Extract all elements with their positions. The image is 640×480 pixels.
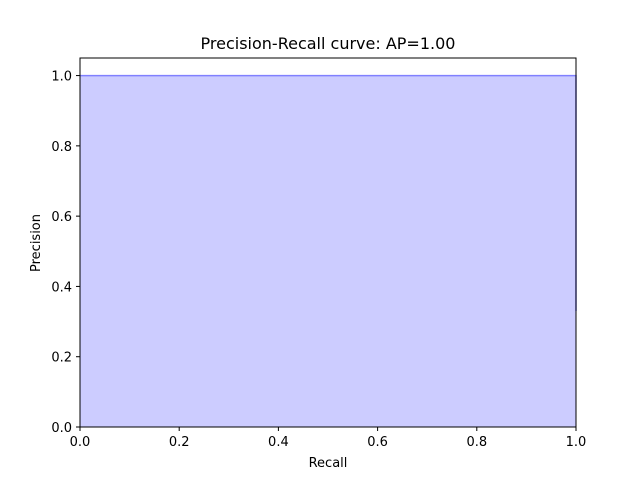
x-tick-label-0: 0.0 xyxy=(70,435,91,450)
x-tick-label-1: 0.2 xyxy=(169,435,190,450)
y-tick-label-2: 0.4 xyxy=(51,280,72,295)
area-fill-0 xyxy=(80,75,576,428)
y-tick-label-3: 0.6 xyxy=(51,210,72,225)
x-tick-label-2: 0.4 xyxy=(268,435,289,450)
y-axis-ticks: 0.0 0.2 0.4 0.6 0.8 1.0 xyxy=(51,70,80,436)
y-tick-label-4: 0.8 xyxy=(51,140,72,155)
x-tick-label-5: 1.0 xyxy=(566,435,587,450)
x-tick-label-4: 0.8 xyxy=(466,435,487,450)
y-tick-label-0: 0.0 xyxy=(51,421,72,436)
plot-frame xyxy=(79,57,577,428)
y-axis-label: Precision xyxy=(29,214,44,272)
x-tick-label-3: 0.6 xyxy=(367,435,388,450)
x-axis-ticks: 0.0 0.2 0.4 0.6 0.8 1.0 xyxy=(70,427,587,450)
chart-title: Precision-Recall curve: AP=1.00 xyxy=(201,34,456,53)
y-tick-label-5: 1.0 xyxy=(51,70,72,85)
x-axis-label: Recall xyxy=(309,456,348,471)
plot-area xyxy=(79,57,577,428)
y-tick-label-1: 0.2 xyxy=(51,351,72,366)
